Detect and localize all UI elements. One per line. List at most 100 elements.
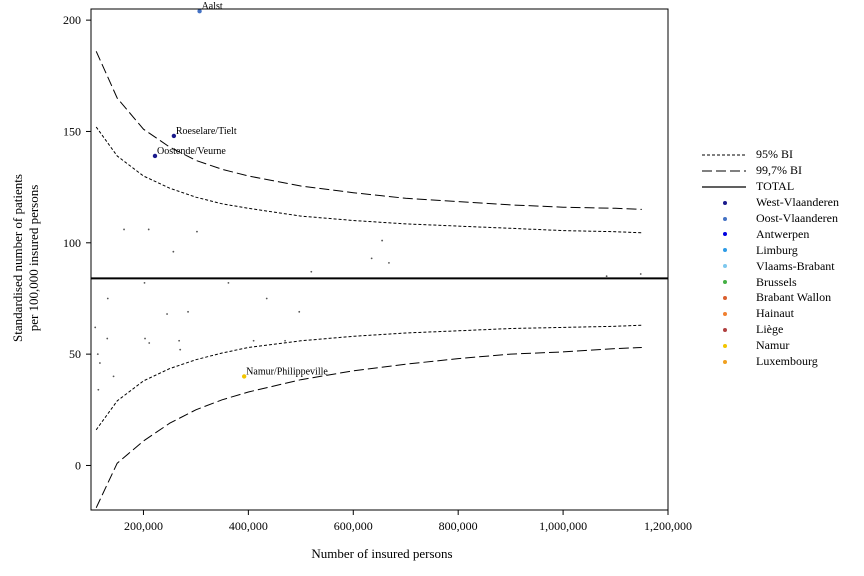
- y-tick-label: 200: [63, 13, 81, 27]
- legend-marker: [723, 248, 727, 253]
- legend-label: Brussels: [756, 274, 797, 289]
- legend-label: Liège: [756, 322, 784, 337]
- legend-marker: [723, 200, 727, 205]
- legend-item-bi997: 99,7% BI: [700, 163, 860, 179]
- y-axis-label-line-1: Standardised number of patients: [10, 174, 25, 342]
- legend-swatch-dot: [700, 213, 748, 225]
- legend-swatch-dot: [700, 292, 748, 304]
- data-point: [284, 339, 286, 342]
- legend-swatch-short-dash: [700, 149, 748, 161]
- data-point: [227, 281, 230, 284]
- legend-item-series: Hainaut: [700, 306, 860, 322]
- legend-item-series: Liège: [700, 322, 860, 338]
- legend-swatch-dot: [700, 356, 748, 368]
- legend-swatch-long-dash: [700, 165, 748, 177]
- data-point: [187, 310, 189, 313]
- legend-label: Luxembourg: [756, 354, 818, 369]
- data-point: [172, 250, 175, 253]
- axes: 200,000 400,000 600,000 800,000 1,000,000 1,2…: [63, 8, 692, 533]
- bi997-lower-curve: [95, 347, 642, 509]
- data-point: [639, 273, 642, 275]
- data-point: [166, 313, 168, 315]
- legend-label: 99,7% BI: [756, 163, 802, 178]
- legend-item-series: Brabant Wallon: [700, 290, 860, 306]
- highlighted-point: [171, 133, 177, 139]
- plot-area: Aalst Roeselare/Tielt Oostende/Veurne Namur…: [91, 1, 668, 509]
- x-tick-label: 1,200,000: [644, 519, 692, 533]
- data-point: [97, 388, 100, 391]
- legend-label: Namur: [756, 338, 790, 353]
- legend-label: 95% BI: [756, 147, 793, 162]
- legend-swatch-dot: [700, 244, 748, 256]
- plot-frame: [90, 8, 669, 511]
- legend-label: Antwerpen: [756, 226, 810, 241]
- bi95-lower-curve: [95, 324, 642, 431]
- legend-item-series: Luxembourg: [700, 354, 860, 370]
- data-point: [605, 275, 608, 278]
- legend-item-series: Antwerpen: [700, 226, 860, 242]
- legend-swatch-dot: [700, 308, 748, 320]
- data-point: [143, 281, 146, 284]
- legend-item-series: Limburg: [700, 242, 860, 258]
- legend-label: Brabant Wallon: [756, 290, 832, 305]
- data-point: [298, 310, 301, 313]
- y-tick-label: 0: [75, 458, 81, 472]
- legend-marker: [723, 232, 727, 237]
- x-tick-label: 600,000: [334, 519, 373, 533]
- point-label: Oostende/Veurne: [157, 146, 226, 157]
- legend-swatch-dot: [700, 276, 748, 288]
- data-point: [370, 257, 373, 260]
- data-point: [147, 228, 150, 231]
- highlighted-point: [241, 374, 247, 379]
- legend-item-series: Oost-Vlaanderen: [700, 211, 860, 227]
- legend: 95% BI 99,7% BI TOTAL West-Vlaanderen Oos…: [700, 147, 860, 369]
- x-tick-label: 200,000: [124, 519, 163, 533]
- legend-label: Hainaut: [756, 306, 794, 321]
- x-tick-label: 400,000: [229, 519, 268, 533]
- legend-swatch-dot: [700, 197, 748, 209]
- legend-swatch-solid: [700, 181, 748, 193]
- point-label: Namur/Philippeville: [246, 366, 328, 377]
- x-tick-label: 1,000,000: [539, 519, 587, 533]
- data-point: [96, 353, 99, 356]
- y-tick-label: 100: [63, 236, 81, 250]
- point-label: Aalst: [202, 1, 223, 12]
- data-point: [148, 342, 151, 344]
- y-tick-label: 50: [69, 347, 81, 361]
- data-point: [388, 261, 390, 264]
- legend-item-total: TOTAL: [700, 179, 860, 195]
- legend-swatch-dot: [700, 228, 748, 240]
- legend-item-series: West-Vlaanderen: [700, 195, 860, 211]
- data-point: [252, 339, 255, 342]
- legend-swatch-dot: [700, 324, 748, 336]
- legend-marker: [723, 280, 727, 285]
- data-point: [265, 297, 268, 300]
- data-point: [196, 230, 198, 233]
- legend-swatch-dot: [700, 340, 748, 352]
- legend-item-series: Namur: [700, 338, 860, 354]
- legend-marker: [723, 327, 727, 332]
- data-point: [123, 228, 125, 231]
- data-point: [99, 362, 101, 364]
- data-point: [106, 297, 109, 300]
- data-point: [179, 348, 182, 351]
- legend-marker: [723, 216, 727, 221]
- point-label: Roeselare/Tielt: [176, 126, 237, 137]
- legend-label: West-Vlaanderen: [756, 195, 839, 210]
- highlighted-point: [197, 9, 202, 14]
- data-point: [144, 337, 146, 340]
- legend-marker: [723, 359, 727, 364]
- highlighted-point: [152, 153, 158, 159]
- x-tick-label: 800,000: [439, 519, 478, 533]
- legend-item-bi95: 95% BI: [700, 147, 860, 163]
- bi997-upper-curve: [95, 51, 642, 210]
- legend-label: Vlaams-Brabant: [756, 258, 835, 273]
- y-axis-label-line-2: per 100,000 insured persons: [26, 185, 41, 332]
- legend-marker: [723, 311, 727, 316]
- x-axis-label: Number of insured persons: [311, 546, 452, 561]
- data-point: [178, 339, 181, 342]
- legend-marker: [723, 295, 727, 300]
- legend-marker: [723, 264, 727, 269]
- legend-label: TOTAL: [756, 179, 795, 194]
